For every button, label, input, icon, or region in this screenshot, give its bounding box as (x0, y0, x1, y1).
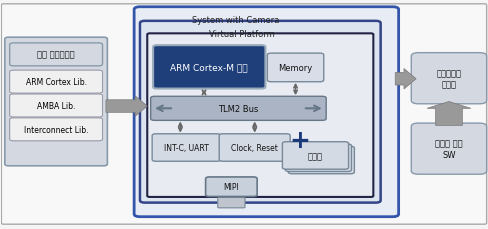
Text: Clock, Reset: Clock, Reset (231, 143, 278, 152)
FancyBboxPatch shape (152, 134, 220, 161)
Text: System with Camera: System with Camera (192, 16, 279, 25)
FancyBboxPatch shape (140, 22, 380, 203)
FancyBboxPatch shape (287, 147, 354, 174)
Text: INT-C, UART: INT-C, UART (163, 143, 208, 152)
Text: ARM Cortex-M 코어: ARM Cortex-M 코어 (170, 63, 247, 72)
Text: 모델 라이브러리: 모델 라이브러리 (37, 51, 75, 60)
FancyBboxPatch shape (285, 144, 351, 172)
FancyBboxPatch shape (10, 44, 102, 67)
FancyBboxPatch shape (410, 53, 486, 104)
FancyBboxPatch shape (10, 95, 102, 117)
FancyBboxPatch shape (10, 118, 102, 141)
FancyBboxPatch shape (134, 8, 398, 217)
Text: 소프트웨어
플랫폼: 소프트웨어 플랫폼 (436, 69, 461, 89)
FancyBboxPatch shape (147, 34, 372, 197)
FancyBboxPatch shape (410, 124, 486, 174)
FancyBboxPatch shape (1, 5, 486, 224)
Text: TLM2 Bus: TLM2 Bus (218, 104, 258, 113)
FancyBboxPatch shape (150, 97, 325, 121)
FancyArrow shape (394, 69, 415, 90)
FancyBboxPatch shape (205, 177, 257, 197)
Text: MIPI: MIPI (223, 183, 239, 191)
FancyBboxPatch shape (10, 71, 102, 94)
Text: Memory: Memory (278, 64, 312, 73)
FancyArrow shape (426, 102, 470, 126)
Text: Interconnect Lib.: Interconnect Lib. (24, 125, 88, 134)
Text: +: + (289, 128, 310, 153)
Text: Virtual Platform: Virtual Platform (208, 30, 274, 39)
Text: AMBA Lib.: AMBA Lib. (37, 101, 75, 111)
Text: 카메라: 카메라 (307, 151, 323, 160)
FancyBboxPatch shape (219, 134, 289, 161)
FancyBboxPatch shape (217, 198, 244, 208)
Text: 카메라 응용
SW: 카메라 응용 SW (434, 139, 462, 159)
Text: ARM Cortex Lib.: ARM Cortex Lib. (25, 78, 86, 87)
FancyBboxPatch shape (5, 38, 107, 166)
FancyBboxPatch shape (282, 142, 348, 169)
FancyBboxPatch shape (267, 54, 323, 82)
FancyArrow shape (106, 96, 147, 117)
FancyBboxPatch shape (153, 46, 265, 89)
